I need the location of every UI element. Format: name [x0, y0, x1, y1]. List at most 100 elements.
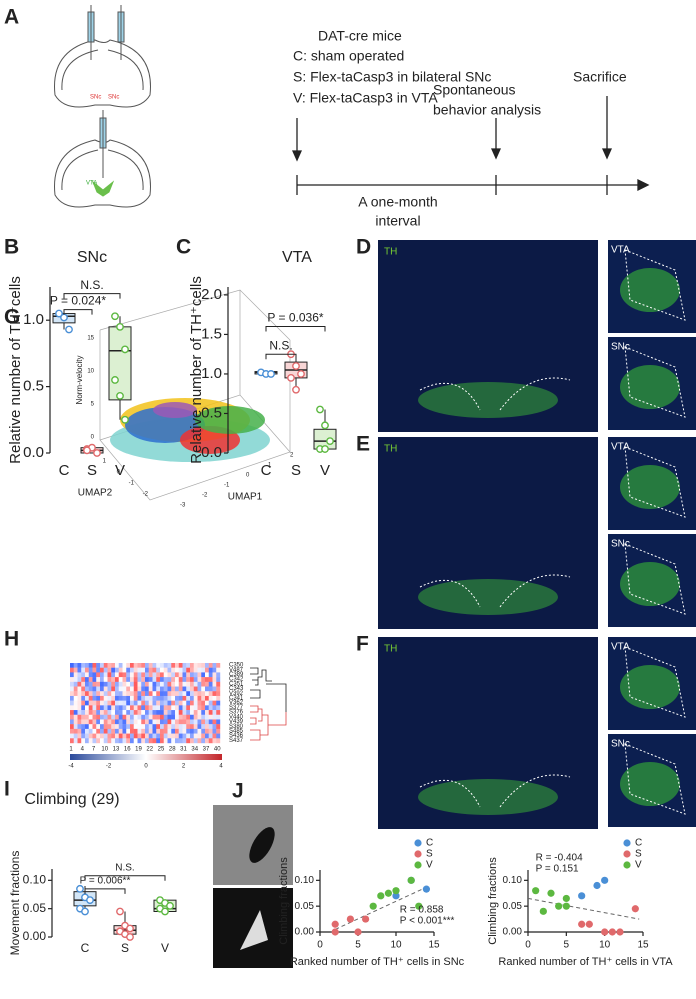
- heatmap-cell: [70, 672, 74, 678]
- heatmap-cell: [201, 710, 206, 715]
- x-tick-label: V: [320, 462, 330, 479]
- x-tick-label: C: [81, 941, 90, 955]
- heatmap-cell: [133, 667, 138, 673]
- heatmap-cell: [81, 738, 86, 744]
- data-point: [60, 313, 68, 322]
- heatmap-cell: [70, 686, 74, 692]
- heatmap-cell: [130, 667, 134, 673]
- heatmap-cell: [118, 667, 123, 673]
- heatmap-cell: [133, 719, 138, 725]
- mouse: [249, 827, 275, 863]
- heatmap-cell: [77, 677, 82, 683]
- data-point: [532, 887, 540, 895]
- heatmap-cell: [92, 672, 97, 678]
- heatmap-cell: [163, 672, 168, 678]
- heatmap-cell: [208, 710, 213, 715]
- heatmap-cell: [178, 691, 183, 697]
- heatmap-cell: [92, 728, 97, 734]
- heatmap-cell: [96, 724, 101, 730]
- data-point: [267, 370, 275, 378]
- heatmap-cell: [100, 686, 104, 692]
- heatmap-cell: [208, 738, 213, 744]
- heatmap-cell: [178, 663, 183, 668]
- heatmap-cell: [88, 719, 93, 725]
- row-label: S380: [229, 724, 244, 730]
- heatmap-cell: [156, 672, 161, 678]
- heatmap-cell: [115, 724, 119, 730]
- heatmap-cell: [208, 686, 213, 692]
- heatmap-cell: [212, 733, 217, 739]
- inset-label: VTA: [611, 642, 630, 653]
- panel-label: J: [232, 780, 244, 803]
- heatmap-cell: [152, 728, 157, 734]
- heatmap-cell: [156, 686, 161, 692]
- heatmap-cell: [212, 738, 217, 744]
- umap-3d: [99, 289, 291, 501]
- data-point: [422, 885, 430, 893]
- heatmap-cell: [201, 686, 206, 692]
- heatmap-cell: [182, 700, 187, 706]
- data-point: [384, 889, 392, 897]
- heatmap-cell: [130, 728, 134, 734]
- x-tick-label: C: [261, 462, 272, 479]
- heatmap-cell: [148, 700, 153, 706]
- axes: [527, 870, 643, 933]
- heatmap-cell: [96, 719, 101, 725]
- heatmap-cell: [130, 677, 134, 683]
- heatmap-cell: [175, 691, 179, 697]
- heatmap-cell: [92, 677, 97, 683]
- heatmap-cell: [133, 691, 138, 697]
- heatmap-cell: [148, 705, 153, 711]
- heatmap-cell: [107, 710, 112, 715]
- heatmap-cell: [208, 728, 213, 734]
- heatmap-cell: [81, 733, 86, 739]
- heatmap-cell: [73, 724, 78, 730]
- heatmap-cell: [152, 677, 157, 683]
- heatmap-cell: [208, 681, 213, 687]
- heatmap-cell: [175, 710, 179, 715]
- heatmap-cell: [201, 714, 206, 720]
- heatmap-cell: [163, 728, 168, 734]
- data-point: [83, 446, 91, 455]
- heatmap-cell: [145, 719, 149, 725]
- heatmap-cell: [77, 681, 82, 687]
- heatmap-cell: [197, 705, 202, 711]
- heatmap-cell: [141, 728, 146, 734]
- heatmap-cell: [126, 719, 131, 725]
- heatmap-cell: [118, 691, 123, 697]
- y-axis-title: Relative number of TH⁺cells: [188, 276, 205, 464]
- heatmap-cell: [96, 728, 101, 734]
- heatmap-cell: [193, 677, 198, 683]
- data-point: [377, 892, 385, 900]
- heatmap-cell: [100, 728, 104, 734]
- colorbar-tick: -4: [68, 764, 74, 770]
- heatmap-cell: [137, 714, 142, 720]
- heatmap-cell: [182, 686, 187, 692]
- brain-label: SNc: [108, 95, 119, 101]
- heatmap-cell: [156, 710, 161, 715]
- y-tick-label: -1: [129, 481, 135, 487]
- heatmap-cell: [81, 724, 86, 730]
- heatmap-cell: [81, 719, 86, 725]
- heatmap-cell: [122, 714, 127, 720]
- heatmap-cell: [178, 733, 183, 739]
- heatmap-cell: [107, 705, 112, 711]
- heatmap-cell: [73, 738, 78, 744]
- heatmap-cell: [216, 710, 221, 715]
- heatmap-cell: [107, 667, 112, 673]
- heatmap-cell: [92, 733, 97, 739]
- heatmap-cell: [111, 667, 116, 673]
- legend-marker: [623, 861, 631, 869]
- heatmap-cell: [201, 677, 206, 683]
- heatmap-cell: [175, 719, 179, 725]
- heatmap-cell: [201, 700, 206, 706]
- heatmap-cell: [130, 672, 134, 678]
- significance-bracket: [84, 888, 126, 894]
- heatmap-cell: [126, 733, 131, 739]
- heatmap-cell: [115, 695, 119, 701]
- heatmap-cell: [167, 667, 172, 673]
- heatmap-cell: [107, 700, 112, 706]
- x-tick-label: 10: [390, 940, 402, 951]
- y-tick-label: 0.00: [295, 927, 315, 938]
- significance-bracket: [265, 353, 297, 360]
